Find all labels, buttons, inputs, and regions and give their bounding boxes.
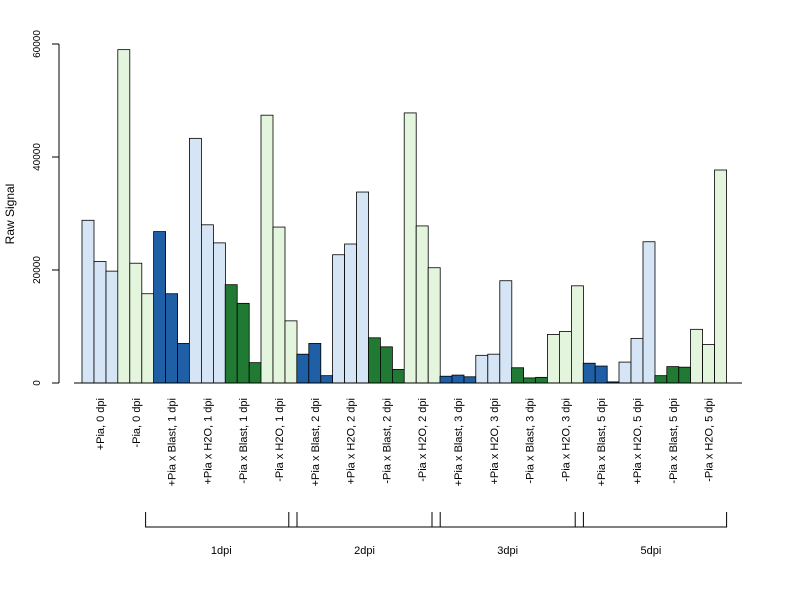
bar xyxy=(391,369,405,384)
bar xyxy=(475,354,489,384)
bar xyxy=(141,293,155,384)
x-tick-label: +Pia x Blast, 3 dpi xyxy=(453,398,465,486)
x-tick-label: -Pia x H2O, 5 dpi xyxy=(704,398,716,482)
bar xyxy=(105,270,119,384)
x-tick-label: +Pia x H2O, 3 dpi xyxy=(489,398,501,485)
group-bracket xyxy=(145,512,298,528)
group-label: 5dpi xyxy=(641,545,662,557)
bar xyxy=(415,225,429,384)
x-tick-label: +Pia x Blast, 2 dpi xyxy=(310,398,322,486)
bar xyxy=(535,376,548,384)
bar xyxy=(463,376,477,384)
bar xyxy=(571,285,584,384)
bar xyxy=(547,334,560,384)
x-tick-label: -Pia x H2O, 3 dpi xyxy=(560,398,572,482)
bar xyxy=(499,280,513,384)
bar xyxy=(320,375,334,384)
group-brackets: 1dpi 2dpi 3dpi 5dpi xyxy=(145,512,728,557)
bar xyxy=(129,262,143,384)
bar xyxy=(236,302,250,384)
bar xyxy=(260,114,274,384)
bar xyxy=(702,344,715,384)
x-tick-label: +Pia x H2O, 2 dpi xyxy=(346,398,358,485)
bar xyxy=(81,219,95,384)
bar xyxy=(332,254,346,384)
bar xyxy=(654,375,668,384)
bar xyxy=(523,377,536,384)
bar xyxy=(559,331,572,384)
bar xyxy=(487,353,501,384)
bar xyxy=(93,261,107,384)
bar xyxy=(224,284,238,384)
bar xyxy=(117,49,131,384)
bars-layer xyxy=(81,49,727,384)
group-bracket xyxy=(574,512,728,528)
bar xyxy=(403,112,417,384)
bar xyxy=(618,361,632,384)
y-axis: 0 20000 40000 60000 xyxy=(32,30,60,386)
x-tick-label: +Pia x H2O, 5 dpi xyxy=(632,398,644,485)
bar xyxy=(511,367,525,384)
bar xyxy=(630,337,644,384)
x-tick-label: -Pia x Blast, 2 dpi xyxy=(381,398,393,484)
bar xyxy=(714,169,727,384)
bar xyxy=(212,242,226,384)
y-tick-label: 0 xyxy=(32,380,43,386)
group-label: 1dpi xyxy=(211,545,232,557)
x-tick-label: -Pia x H2O, 2 dpi xyxy=(417,398,429,482)
bar xyxy=(690,328,703,384)
x-tick-label: +Pia, 0 dpi xyxy=(95,398,107,450)
bar xyxy=(582,362,596,384)
y-tick-label: 60000 xyxy=(32,30,43,58)
bar xyxy=(272,226,286,384)
bar xyxy=(356,191,370,384)
y-tick-label: 40000 xyxy=(32,143,43,171)
group-bracket xyxy=(288,512,441,528)
group-label: 3dpi xyxy=(497,545,518,557)
bar xyxy=(439,375,453,384)
y-tick-label: 20000 xyxy=(32,256,43,284)
x-tick-label: -Pia x H2O, 1 dpi xyxy=(274,398,286,482)
y-axis-label: Raw Signal xyxy=(3,184,17,245)
bar xyxy=(379,346,393,384)
bar xyxy=(666,366,680,384)
bar xyxy=(177,343,191,384)
bar xyxy=(344,243,358,384)
x-tick-label: -Pia x Blast, 3 dpi xyxy=(525,398,537,484)
x-tick-label: +Pia x H2O, 1 dpi xyxy=(202,398,214,485)
bar xyxy=(678,366,692,384)
bar xyxy=(367,337,381,384)
bar xyxy=(188,137,202,384)
x-tick-label: -Pia x Blast, 1 dpi xyxy=(238,398,250,484)
bar xyxy=(642,241,656,384)
bar xyxy=(200,224,214,384)
bar xyxy=(594,365,608,384)
bar xyxy=(284,320,298,384)
x-tick-labels: +Pia, 0 dpi -Pia, 0 dpi +Pia x Blast, 1 dp… xyxy=(95,398,716,486)
bar xyxy=(153,231,167,384)
bar xyxy=(451,374,465,384)
bar xyxy=(165,293,179,384)
group-label: 2dpi xyxy=(354,545,375,557)
x-tick-label: -Pia, 0 dpi xyxy=(131,398,143,448)
bar xyxy=(296,353,310,384)
x-tick-label: +Pia x Blast, 1 dpi xyxy=(167,398,179,486)
group-bracket xyxy=(431,512,584,528)
bar xyxy=(308,343,322,384)
x-tick-label: -Pia x Blast, 5 dpi xyxy=(668,398,680,484)
bar xyxy=(427,267,441,384)
x-tick-label: +Pia x Blast, 5 dpi xyxy=(596,398,608,486)
bar xyxy=(248,362,262,384)
